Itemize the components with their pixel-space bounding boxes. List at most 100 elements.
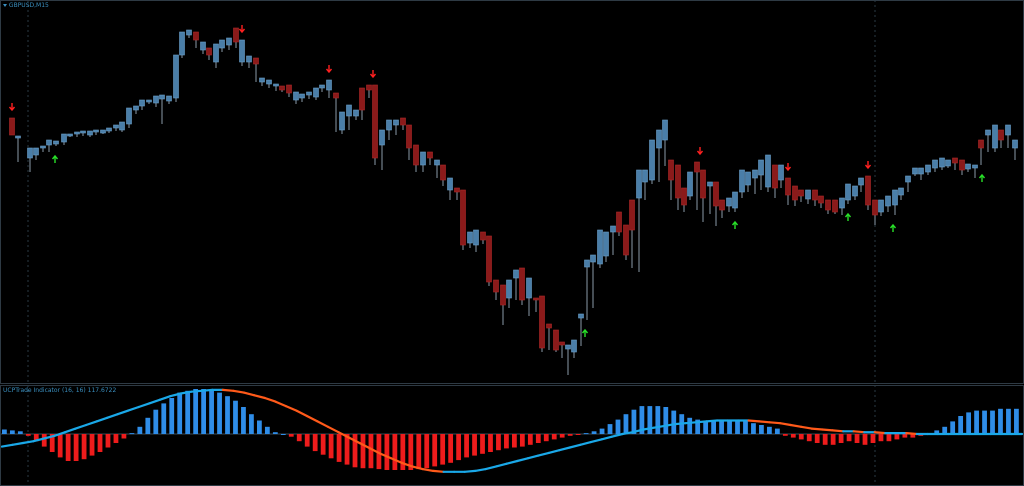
histogram-bar [25, 434, 31, 436]
candle-body [885, 195, 891, 207]
sell-arrow-icon [784, 163, 792, 172]
signal-line-segment [789, 423, 803, 428]
buy-arrow-icon [51, 154, 59, 163]
histogram-bar [448, 434, 454, 463]
histogram-bar [352, 434, 358, 468]
candle-body [87, 130, 93, 136]
candle-body [726, 197, 732, 207]
signal-line-segment [95, 416, 109, 423]
signal-line-segment [295, 409, 309, 418]
signal-line-segment [873, 431, 887, 435]
candle-body [33, 147, 39, 156]
candle-body [93, 129, 99, 133]
histogram-bar [416, 434, 422, 470]
sell-arrow-icon [696, 147, 704, 156]
signal-line-segment [568, 443, 582, 449]
histogram-bar [97, 434, 103, 452]
histogram-bar [727, 420, 732, 434]
signal-line-segment [673, 422, 687, 426]
signal-line-segment [368, 447, 382, 455]
signal-line-segment [337, 431, 351, 439]
candle-body [649, 139, 655, 181]
buy-arrow-icon [889, 223, 897, 232]
histogram-bar [990, 410, 995, 434]
histogram-bar [440, 434, 446, 465]
signal-line-segment [421, 467, 435, 473]
signal-line-segment [242, 391, 256, 397]
candle-body [898, 187, 904, 196]
histogram-bar [551, 434, 557, 440]
indicator-chart[interactable] [0, 385, 1024, 486]
histogram-bar [496, 434, 501, 451]
candle-body [299, 93, 305, 99]
candle-body [832, 199, 838, 213]
candle-body [393, 119, 399, 126]
histogram-bar [177, 392, 183, 434]
candle-body [460, 189, 466, 246]
histogram-bar [49, 434, 55, 452]
candle-body [359, 87, 365, 111]
candle-body [772, 164, 778, 189]
candle-body [166, 95, 172, 102]
signal-line-segment [516, 457, 529, 463]
candle-body [53, 140, 59, 145]
candle-body [675, 164, 681, 199]
price-chart[interactable] [0, 0, 1024, 384]
symbol-label: GBPUSD,M15 [3, 2, 49, 9]
histogram-bar [153, 409, 159, 434]
candle-body [752, 169, 758, 179]
histogram-bar [193, 389, 199, 434]
candle-body [700, 169, 706, 199]
histogram-bar [790, 434, 796, 438]
histogram-bar [2, 429, 7, 434]
candle-body [965, 163, 971, 170]
candle-body [912, 167, 918, 175]
signal-line-segment [800, 425, 813, 430]
candle-body [839, 197, 845, 209]
histogram-bar [33, 434, 39, 442]
candle-body [539, 295, 545, 349]
candle-body [40, 145, 46, 149]
signal-line-segment [148, 398, 161, 405]
signal-line-segment [232, 389, 245, 394]
histogram-bar [17, 431, 23, 434]
candle-body [126, 107, 132, 125]
histogram-bar [472, 434, 477, 456]
histogram-bar [249, 414, 254, 434]
signal-line-segment [11, 441, 25, 446]
signal-line-segment [663, 422, 677, 428]
candle-body [629, 199, 635, 231]
signal-line-segment [684, 421, 698, 425]
signal-line-segment [758, 420, 771, 424]
signal-line-segment [411, 465, 424, 471]
candle-body [467, 231, 473, 244]
histogram-bar [161, 403, 167, 434]
candle-body [447, 177, 453, 191]
candle-body [186, 29, 192, 36]
signal-line-segment [63, 427, 77, 434]
triangle-down-icon [3, 4, 7, 7]
histogram-bar [687, 417, 693, 434]
candle-body [932, 159, 938, 169]
histogram-bar [233, 400, 238, 434]
histogram-bar [743, 421, 748, 434]
candle-body [219, 39, 225, 49]
candle-body [865, 175, 871, 206]
histogram-bar [719, 420, 724, 434]
histogram-bar [798, 434, 804, 440]
histogram-bar [663, 407, 669, 434]
signal-line-segment [21, 440, 35, 445]
histogram-bar [695, 419, 701, 434]
candle-body [339, 111, 345, 131]
candle-body [286, 84, 292, 94]
candle-body [578, 313, 584, 319]
candle-body [119, 121, 125, 131]
histogram-bar [966, 412, 971, 434]
candle-body [687, 171, 693, 197]
candle-body [372, 84, 378, 159]
histogram-bar [759, 425, 764, 434]
signal-line-segment [505, 459, 519, 465]
symbol-name: GBPUSD,M15 [8, 2, 49, 9]
signal-line-segment [326, 425, 340, 434]
candle-body [506, 279, 512, 299]
